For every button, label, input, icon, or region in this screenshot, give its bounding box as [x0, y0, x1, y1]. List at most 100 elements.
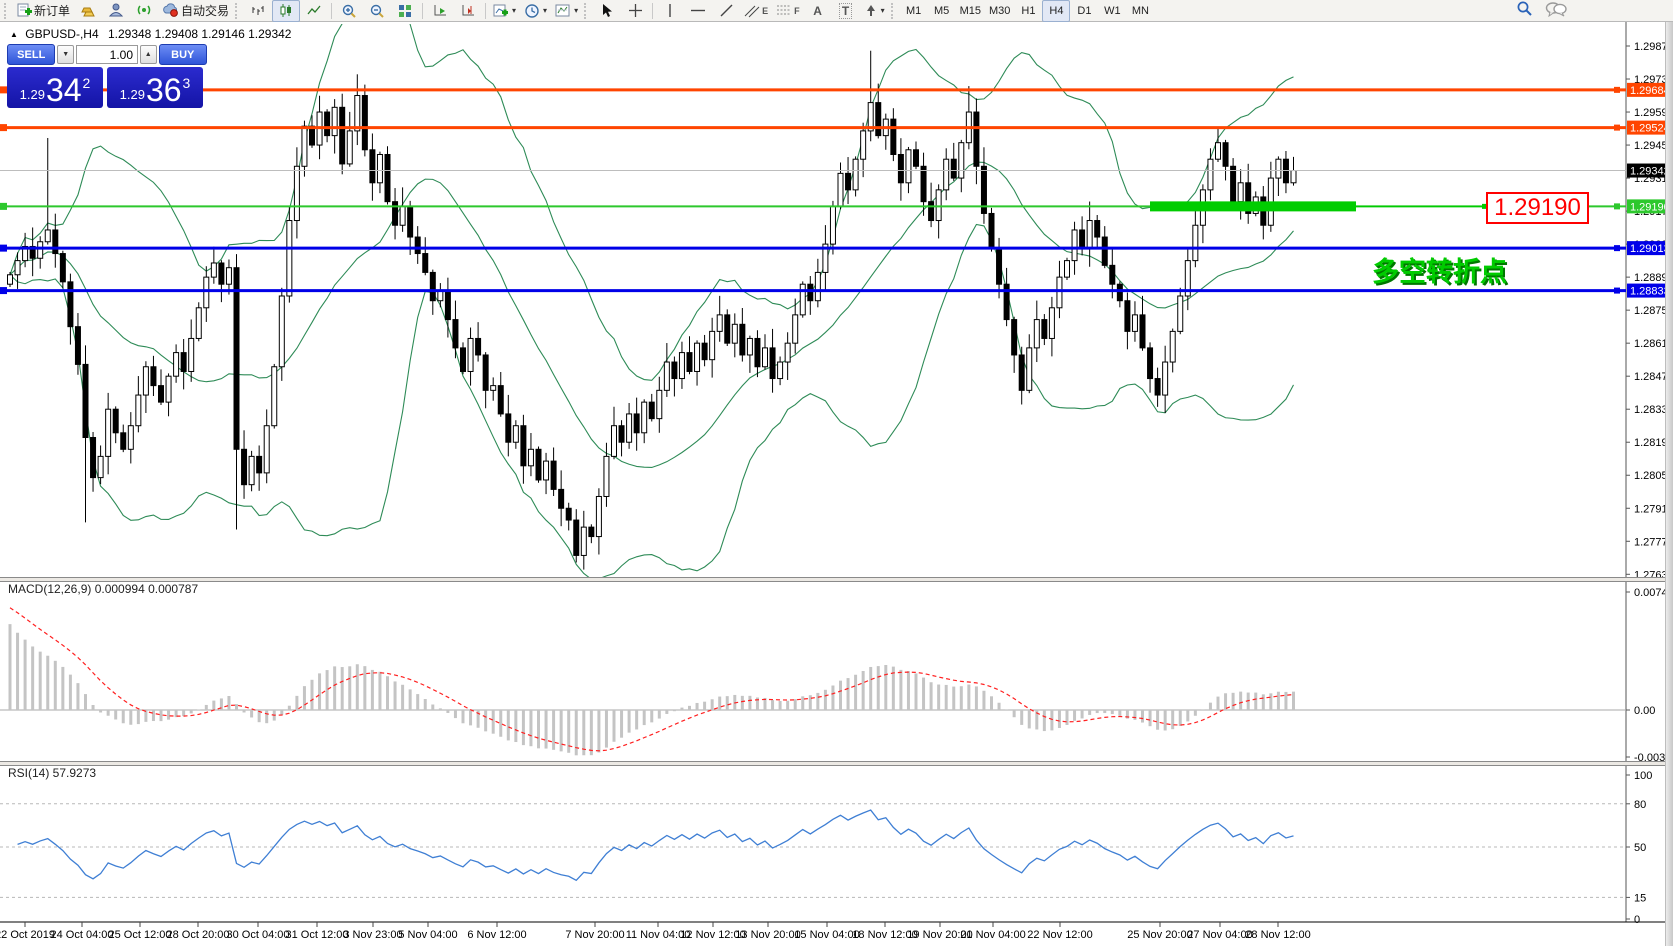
candle	[158, 385, 164, 403]
key-level-segment[interactable]	[1150, 201, 1356, 212]
horizontal-line-button[interactable]	[684, 0, 712, 22]
timeframe-M30[interactable]: M30	[989, 4, 1011, 17]
price-callout-box[interactable]	[1486, 192, 1589, 224]
search-icon[interactable]	[1516, 0, 1533, 22]
svg-text:11 Nov 04:00: 11 Nov 04:00	[626, 929, 691, 941]
candle	[543, 460, 550, 481]
auto-scroll-button[interactable]	[426, 0, 454, 22]
channel-button[interactable]: E	[740, 0, 772, 22]
group-handle[interactable]	[235, 2, 240, 19]
candle	[1131, 314, 1138, 332]
crosshair-button[interactable]	[621, 0, 649, 22]
candle	[1184, 260, 1191, 297]
sell-button[interactable]: SELL	[7, 44, 56, 65]
arrows-button[interactable]: ▾	[860, 0, 889, 22]
candle	[422, 253, 429, 273]
candle	[769, 347, 776, 380]
accounts-button[interactable]	[102, 0, 130, 22]
chart-shift-button[interactable]	[454, 0, 482, 22]
gold-bars-icon	[80, 2, 96, 20]
ohlc-values: 1.29348 1.29408 1.29146 1.29342	[107, 27, 292, 41]
candle	[1290, 170, 1297, 184]
chat-icon[interactable]	[1545, 1, 1567, 22]
candle	[1139, 314, 1146, 349]
timeframe-MN[interactable]: MN	[1131, 4, 1149, 17]
candle	[701, 342, 708, 361]
candle-chart-button[interactable]	[272, 0, 301, 22]
volume-input[interactable]	[76, 45, 138, 64]
rsi-pane[interactable]	[0, 803, 1626, 898]
macd-pane[interactable]	[0, 607, 1626, 756]
candle	[950, 158, 957, 179]
trendline-button[interactable]	[712, 0, 740, 22]
candle	[988, 212, 995, 250]
timeframe-H4[interactable]: H4	[1042, 0, 1071, 22]
volume-decrease-button[interactable]: ▼	[57, 45, 74, 64]
new-order-icon	[17, 2, 32, 20]
candle	[1079, 229, 1086, 250]
periods-clock-button[interactable]: ▾	[520, 0, 551, 22]
zoom-in-button[interactable]	[335, 0, 363, 22]
collapse-panel-icon[interactable]: ▲	[10, 30, 18, 39]
svg-text:80: 80	[1634, 799, 1646, 811]
timeframe-D1[interactable]: D1	[1077, 4, 1092, 17]
candle	[97, 455, 104, 479]
timeframe-M1[interactable]: M1	[905, 4, 922, 17]
add-indicator-button[interactable]: ▾	[489, 0, 520, 22]
timeframe-M15[interactable]: M15	[959, 4, 982, 17]
buy-price-display[interactable]: 1.29 36 3	[107, 67, 203, 108]
timeframe-H1[interactable]: H1	[1021, 4, 1036, 17]
candle	[580, 526, 587, 556]
candle	[935, 189, 942, 222]
zoom-out-button[interactable]	[363, 0, 391, 22]
signals-button[interactable]	[130, 0, 158, 22]
candle	[852, 158, 859, 191]
bollinger-lower	[9, 223, 1294, 577]
tile-windows-button[interactable]	[391, 0, 419, 22]
candle	[339, 106, 346, 165]
candle	[656, 389, 663, 420]
auto-trading-button[interactable]: 自动交易	[158, 0, 233, 22]
chart-window: 1.298701.297301.295901.294501.293101.291…	[0, 22, 1673, 946]
new-order-button[interactable]: 新订单	[13, 0, 74, 22]
svg-text:1.29013: 1.29013	[1630, 243, 1670, 255]
templates-button[interactable]: ▾	[551, 0, 582, 22]
volume-increase-button[interactable]: ▲	[140, 45, 157, 64]
toolbar-drag-handle[interactable]	[4, 2, 9, 19]
candle	[278, 295, 285, 368]
candle	[452, 319, 459, 349]
zoom-in-icon	[342, 4, 356, 18]
price-axis[interactable]: 1.298701.297301.295901.294501.293101.291…	[1625, 22, 1673, 926]
svg-text:28 Oct 20:00: 28 Oct 20:00	[167, 929, 230, 941]
candle	[845, 172, 852, 191]
clock-icon	[525, 3, 539, 18]
group-handle[interactable]	[584, 2, 589, 19]
candle	[1094, 220, 1101, 238]
timeframe-M5[interactable]: M5	[933, 4, 950, 17]
market-watch-button[interactable]	[74, 0, 102, 22]
fibonacci-button[interactable]: F	[772, 0, 804, 22]
text-label-button[interactable]: T	[832, 0, 860, 22]
svg-text:22 Nov 12:00: 22 Nov 12:00	[1027, 929, 1092, 941]
vertical-line-button[interactable]	[656, 0, 684, 22]
buy-button[interactable]: BUY	[158, 44, 207, 65]
group-handle[interactable]	[890, 2, 896, 19]
candle	[241, 448, 248, 486]
sell-price-display[interactable]: 1.29 34 2	[7, 67, 103, 108]
cursor-button[interactable]	[593, 0, 621, 22]
svg-text:25 Oct 12:00: 25 Oct 12:00	[109, 929, 172, 941]
line-chart-button[interactable]	[300, 0, 328, 22]
candle	[271, 366, 278, 427]
candle	[520, 425, 527, 467]
dropdown-caret: ▾	[574, 6, 579, 15]
text-button[interactable]: A	[804, 0, 832, 22]
price-chart[interactable]: 1.298701.297301.295901.294501.293101.291…	[0, 22, 1673, 946]
timeframe-W1[interactable]: W1	[1104, 4, 1121, 17]
bar-chart-button[interactable]	[244, 0, 272, 22]
candle	[180, 352, 187, 372]
candle	[248, 455, 255, 486]
pivot-note-text[interactable]: 多空转折点	[1372, 256, 1507, 287]
candle	[618, 425, 625, 443]
